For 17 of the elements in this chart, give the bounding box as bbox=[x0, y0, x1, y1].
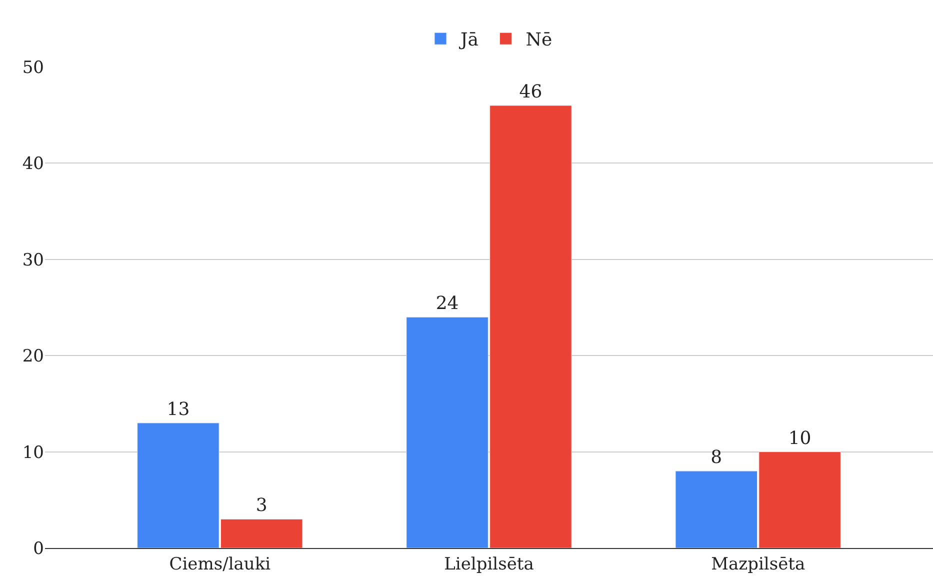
y-tick-label: 30 bbox=[22, 250, 44, 270]
data-label: 46 bbox=[519, 81, 542, 102]
y-tick-label: 0 bbox=[33, 538, 44, 559]
legend-label: Jā bbox=[458, 30, 479, 51]
x-tick-label: Mazpilsēta bbox=[711, 554, 806, 574]
data-label: 8 bbox=[710, 447, 722, 468]
data-label: 10 bbox=[788, 428, 812, 449]
x-tick-label: Lielpilsēta bbox=[444, 554, 534, 574]
legend-label: Nē bbox=[526, 30, 552, 51]
y-tick-label: 10 bbox=[22, 442, 44, 463]
y-tick-label: 20 bbox=[22, 346, 44, 367]
data-label: 24 bbox=[436, 293, 459, 314]
x-tick-label: Ciems/lauki bbox=[169, 554, 272, 574]
data-label: 13 bbox=[166, 398, 190, 420]
data-label: 3 bbox=[256, 495, 268, 516]
y-tick-label: 50 bbox=[22, 58, 44, 78]
y-tick-label: 40 bbox=[22, 154, 44, 174]
